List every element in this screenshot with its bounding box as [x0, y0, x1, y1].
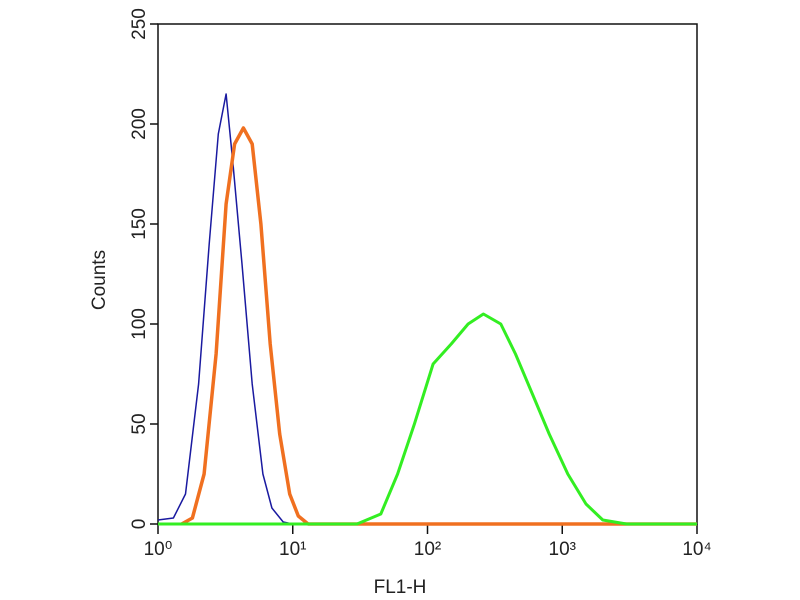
x-axis-label: FL1-H: [374, 577, 427, 598]
y-tick-label: 200: [129, 108, 150, 140]
y-tick-label: 250: [129, 8, 150, 40]
x-tick-label: 10⁰: [144, 539, 173, 560]
y-tick-label: 100: [129, 308, 150, 340]
histogram-line: [158, 312, 697, 526]
histogram-line: [180, 126, 697, 526]
y-tick-label: 50: [129, 413, 150, 434]
y-tick-label: 150: [129, 208, 150, 240]
x-tick-label: 10³: [549, 539, 576, 560]
x-tick-label: 10¹: [279, 539, 306, 560]
y-axis-label: Counts: [89, 250, 110, 310]
x-tick-label: 10²: [414, 539, 441, 560]
histogram-line: [157, 93, 293, 525]
x-tick-label: 10⁴: [682, 539, 711, 560]
plot-frame: [157, 23, 698, 525]
y-tick-label: 0: [129, 519, 150, 530]
